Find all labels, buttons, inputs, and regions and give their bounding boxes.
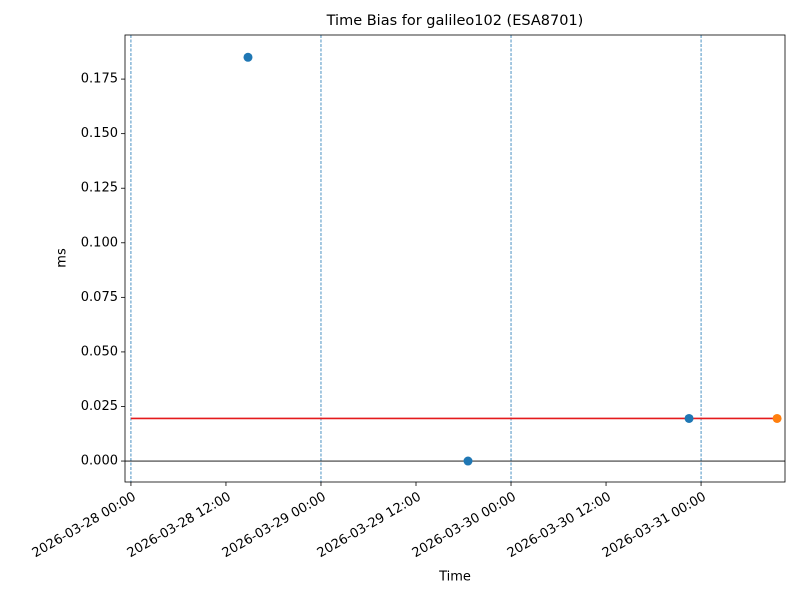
plot-frame (124, 34, 786, 483)
x-tick-label: 2026-03-31 00:00 (600, 490, 709, 562)
x-tick-label: 2026-03-30 00:00 (410, 490, 519, 562)
y-tick-label: 0.150 (81, 126, 118, 141)
point (772, 413, 782, 423)
chart-title: Time Bias for galileo102 (ESA8701) (326, 13, 584, 29)
x-tick-label: 2026-03-30 12:00 (505, 490, 614, 562)
x-tick-label: 2026-03-28 00:00 (30, 490, 139, 562)
y-axis-label: ms (55, 248, 70, 268)
y-tick-label: 0.075 (81, 290, 118, 305)
y-tick-label: 0.000 (81, 454, 118, 469)
y-tick-label: 0.025 (81, 399, 118, 414)
y-tick-label: 0.175 (81, 72, 118, 87)
y-tick-label: 0.125 (81, 181, 118, 196)
x-axis-label: Time (438, 570, 471, 585)
point (243, 52, 253, 62)
x-tick-label: 2026-03-29 12:00 (315, 490, 424, 562)
point (684, 413, 694, 423)
y-tick-label: 0.100 (81, 235, 118, 250)
y-tick-label: 0.050 (81, 344, 118, 359)
x-tick-label: 2026-03-29 00:00 (220, 490, 329, 562)
x-tick-label: 2026-03-28 12:00 (125, 490, 234, 562)
point (463, 456, 473, 466)
